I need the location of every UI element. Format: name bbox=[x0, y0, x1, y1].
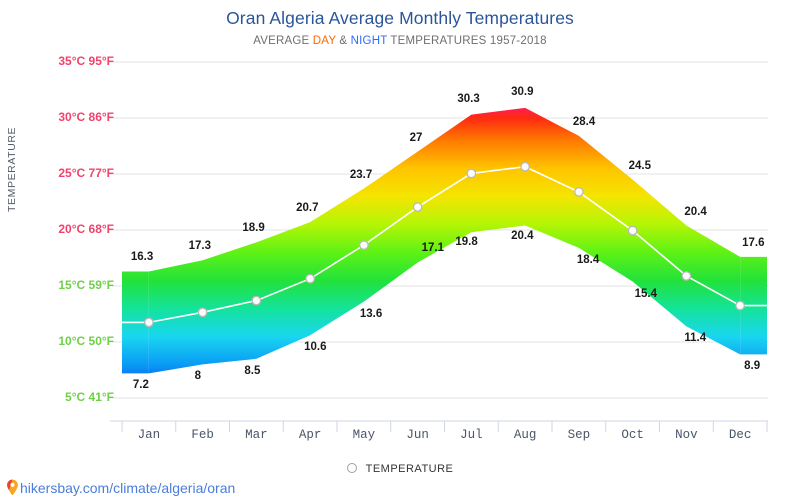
subtitle-prefix: AVERAGE bbox=[253, 35, 313, 47]
night-value-label: 13.6 bbox=[359, 307, 383, 320]
day-value-label: 20.4 bbox=[684, 205, 707, 218]
y-tick-label: 5°C 41°F bbox=[65, 390, 114, 404]
day-value-label: 20.7 bbox=[296, 202, 319, 215]
legend-label: TEMPERATURE bbox=[365, 463, 454, 476]
night-value-label: 7.2 bbox=[132, 379, 149, 392]
y-tick-label: 20°C 68°F bbox=[58, 222, 114, 236]
day-value-label: 17.6 bbox=[742, 236, 765, 249]
x-tick-label: Nov bbox=[675, 428, 698, 442]
y-tick-label: 25°C 77°F bbox=[58, 166, 114, 180]
x-tick-label: Mar bbox=[245, 428, 268, 442]
x-tick-label: Sep bbox=[567, 428, 591, 442]
map-pin-icon bbox=[6, 479, 19, 496]
day-value-label: 30.3 bbox=[457, 92, 480, 105]
y-tick-label: 35°C 95°F bbox=[58, 54, 114, 68]
page-title: Oran Algeria Average Monthly Temperature… bbox=[226, 8, 574, 28]
circle-outline-icon bbox=[346, 463, 357, 474]
x-tick-label: Jul bbox=[460, 428, 483, 442]
source-link[interactable]: hikersbay.com/climate/algeria/oran bbox=[6, 479, 235, 496]
day-value-label: 24.5 bbox=[628, 159, 652, 172]
chart-legend: TEMPERATURE bbox=[0, 463, 800, 475]
x-tick-label: May bbox=[352, 428, 376, 442]
night-value-label: 8 bbox=[194, 370, 202, 383]
night-value-label: 15.4 bbox=[634, 287, 658, 300]
x-tick-label: Aug bbox=[513, 428, 537, 442]
day-value-label: 28.4 bbox=[572, 115, 596, 128]
chart-subtitle: AVERAGE DAY & NIGHT TEMPERATURES 1957-20… bbox=[0, 35, 800, 47]
subtitle-amp: & bbox=[335, 35, 351, 47]
night-value-label: 10.6 bbox=[304, 341, 327, 354]
y-tick-label: 30°C 86°F bbox=[58, 110, 114, 124]
source-url-text: hikersbay.com/climate/algeria/oran bbox=[20, 480, 236, 496]
day-value-label: 30.9 bbox=[511, 85, 534, 98]
night-value-label: 19.8 bbox=[455, 236, 478, 249]
x-tick-label: Jun bbox=[406, 428, 429, 442]
x-tick-label: Oct bbox=[621, 428, 644, 442]
subtitle-night: NIGHT bbox=[350, 35, 388, 47]
night-value-label: 20.4 bbox=[511, 229, 534, 242]
y-tick-label: 15°C 59°F bbox=[58, 278, 114, 292]
night-value-label: 11.4 bbox=[684, 332, 707, 345]
day-value-label: 27 bbox=[409, 131, 423, 144]
y-axis-title: TEMPERATURE bbox=[6, 126, 18, 212]
night-value-label: 17.1 bbox=[421, 242, 445, 255]
night-value-label: 8.9 bbox=[744, 360, 761, 373]
day-value-label: 16.3 bbox=[130, 251, 154, 264]
x-tick-label: Apr bbox=[298, 428, 322, 442]
day-value-label: 17.3 bbox=[188, 240, 212, 253]
x-tick-label: Jan bbox=[137, 428, 161, 442]
y-axis-labels: 35°C 95°F 30°C 86°F 25°C 77°F 20°C 68°F 15°C… bbox=[22, 0, 114, 500]
x-tick-label: Feb bbox=[191, 428, 214, 442]
subtitle-day: DAY bbox=[312, 35, 336, 47]
x-tick-label: Dec bbox=[728, 428, 752, 442]
night-value-label: 8.5 bbox=[244, 364, 261, 377]
y-tick-label: 10°C 50°F bbox=[58, 334, 114, 348]
night-value-label: 18.4 bbox=[576, 253, 600, 266]
day-value-label: 18.9 bbox=[242, 222, 265, 235]
subtitle-suffix: TEMPERATURES 1957-2018 bbox=[387, 35, 547, 47]
day-value-label: 23.7 bbox=[349, 168, 373, 181]
